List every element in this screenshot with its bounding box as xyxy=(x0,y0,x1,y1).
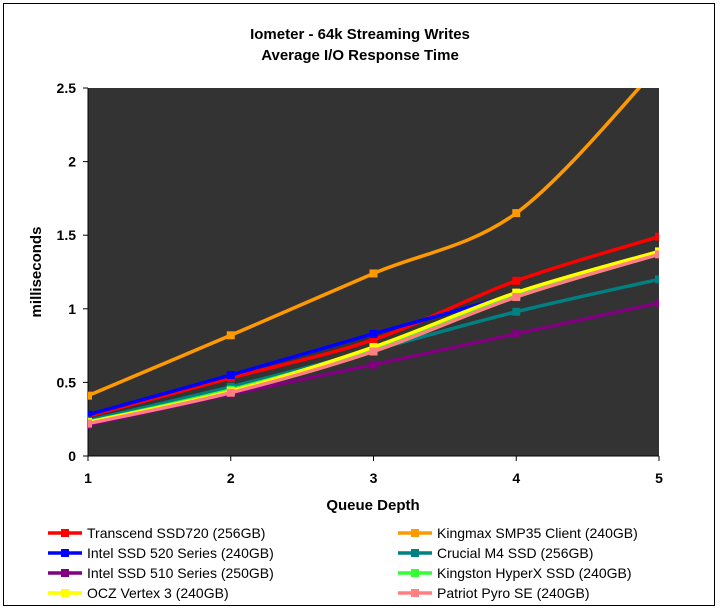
data-point-marker xyxy=(512,293,521,302)
data-point-marker xyxy=(226,371,235,380)
legend-swatch-marker xyxy=(61,589,69,597)
data-point-marker xyxy=(655,250,659,259)
x-tick-label: 4 xyxy=(512,470,520,486)
legend-item: Kingmax SMP35 Client (240GB) xyxy=(398,525,638,541)
chart-title: Iometer - 64k Streaming Writes xyxy=(250,26,470,43)
legend-label: Intel SSD 510 Series (250GB) xyxy=(87,565,274,581)
x-tick-label: 5 xyxy=(655,470,663,486)
data-point-marker xyxy=(88,391,92,400)
y-tick-label: 1.5 xyxy=(57,227,77,243)
data-point-marker xyxy=(226,388,235,397)
data-point-marker xyxy=(369,329,378,338)
data-point-marker xyxy=(655,275,659,284)
series-kingmax-smp35-client-240gb xyxy=(88,62,663,400)
data-point-marker xyxy=(512,307,521,316)
data-point-marker xyxy=(88,410,92,419)
data-point-marker xyxy=(512,209,521,218)
legend-swatch-marker xyxy=(61,569,69,577)
data-point-marker xyxy=(369,347,378,356)
legend-item: Kingston HyperX SSD (240GB) xyxy=(398,565,632,581)
legend-swatch-marker xyxy=(61,529,69,537)
data-point-marker xyxy=(655,62,663,70)
x-tick-label: 2 xyxy=(227,470,235,486)
legend-label: Crucial M4 SSD (256GB) xyxy=(437,545,593,561)
y-tick-label: 2 xyxy=(68,154,76,170)
legend-label: Intel SSD 520 Series (240GB) xyxy=(87,545,274,561)
y-tick-label: 0 xyxy=(68,448,76,464)
data-point-marker xyxy=(655,298,659,307)
x-tick-label: 1 xyxy=(84,470,92,486)
legend-label: Kingston HyperX SSD (240GB) xyxy=(437,565,632,581)
y-tick-label: 2.5 xyxy=(57,80,77,96)
data-point-marker xyxy=(369,343,378,352)
series-patriot-pyro-se-240gb xyxy=(88,250,659,428)
x-axis-title: Queue Depth xyxy=(326,497,419,514)
x-tick-label: 3 xyxy=(370,470,378,486)
tick-labels: 0 0.5 1 1.5 2 2.5 1 2 3 4 5 xyxy=(57,80,664,486)
data-point-marker xyxy=(655,232,659,241)
chart-subtitle: Average I/O Response Time xyxy=(261,47,459,64)
data-point-marker xyxy=(369,335,378,344)
legend-item: Intel SSD 510 Series (250GB) xyxy=(48,565,274,581)
data-point-marker xyxy=(512,288,521,297)
y-tick-label: 1 xyxy=(68,301,76,317)
data-point-marker xyxy=(512,329,521,338)
legend-swatch-marker xyxy=(411,589,419,597)
legend-swatch-marker xyxy=(411,529,419,537)
legend-swatch-marker xyxy=(411,569,419,577)
legend: Transcend SSD720 (256GB) Kingmax SMP35 Cl… xyxy=(48,525,638,601)
y-axis-title: milliseconds xyxy=(28,227,45,318)
legend-item: Patriot Pyro SE (240GB) xyxy=(398,585,590,601)
legend-label: Patriot Pyro SE (240GB) xyxy=(437,585,590,601)
data-point-marker xyxy=(88,419,92,428)
data-point-marker xyxy=(369,269,378,278)
data-point-marker xyxy=(226,331,235,340)
legend-swatch-marker xyxy=(411,549,419,557)
legend-label: Transcend SSD720 (256GB) xyxy=(87,525,265,541)
legend-label: Kingmax SMP35 Client (240GB) xyxy=(437,525,638,541)
series-layer xyxy=(88,62,663,430)
y-tick-label: 0.5 xyxy=(57,374,77,390)
legend-item: OCZ Vertex 3 (240GB) xyxy=(48,585,229,601)
legend-item: Intel SSD 520 Series (240GB) xyxy=(48,545,274,561)
data-point-marker xyxy=(512,276,521,285)
legend-swatch-marker xyxy=(61,549,69,557)
legend-label: OCZ Vertex 3 (240GB) xyxy=(87,585,229,601)
legend-item: Crucial M4 SSD (256GB) xyxy=(398,545,593,561)
legend-item: Transcend SSD720 (256GB) xyxy=(48,525,265,541)
data-point-marker xyxy=(369,360,378,369)
